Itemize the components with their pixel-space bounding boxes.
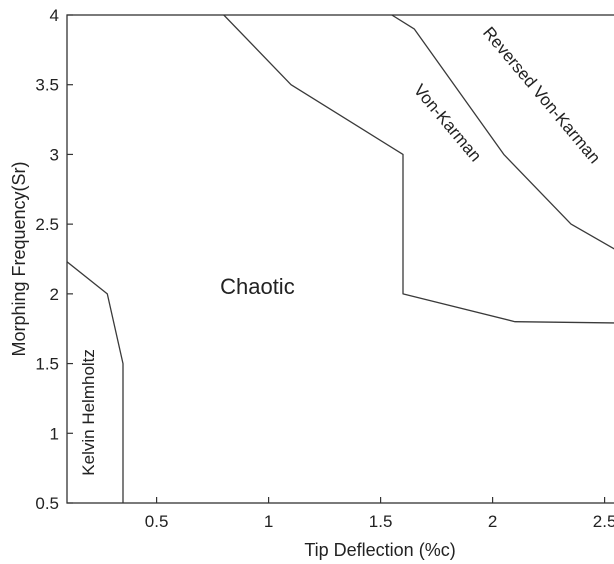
x-axis: 0.5 1 1.5 2 2.5 — [145, 497, 614, 531]
x-tick-label: 2 — [488, 512, 497, 531]
y-axis: 0.5 1 1.5 2 2.5 3 3.5 4 — [35, 6, 73, 513]
y-tick-label: 1.5 — [35, 355, 59, 374]
boundary-line-1 — [67, 261, 124, 503]
x-tick-label: 0.5 — [145, 512, 169, 531]
y-axis-label: Morphing Frequency(Sr) — [9, 161, 29, 356]
region-label: Kelvin Helmholtz — [79, 349, 98, 476]
y-tick-label: 4 — [50, 6, 59, 25]
region-label: Von-Karman — [410, 81, 485, 166]
region-label: Chaotic — [220, 274, 295, 299]
y-tick-label: 2.5 — [35, 215, 59, 234]
regime-boundaries — [67, 15, 614, 503]
y-tick-label: 0.5 — [35, 494, 59, 513]
region-labels: Kelvin HelmholtzChaoticVon-KarmanReverse… — [79, 23, 604, 476]
x-tick-label: 2.5 — [593, 512, 614, 531]
plot-frame — [66, 14, 614, 504]
x-axis-label: Tip Deflection (%c) — [304, 540, 455, 560]
x-tick-label: 1.5 — [369, 512, 393, 531]
y-tick-label: 2 — [50, 285, 59, 304]
y-tick-label: 1 — [50, 424, 59, 443]
y-tick-label: 3.5 — [35, 76, 59, 95]
x-tick-label: 1 — [264, 512, 273, 531]
y-tick-label: 3 — [50, 145, 59, 164]
boundary-line-3 — [391, 15, 614, 250]
boundary-line-2 — [223, 15, 614, 324]
